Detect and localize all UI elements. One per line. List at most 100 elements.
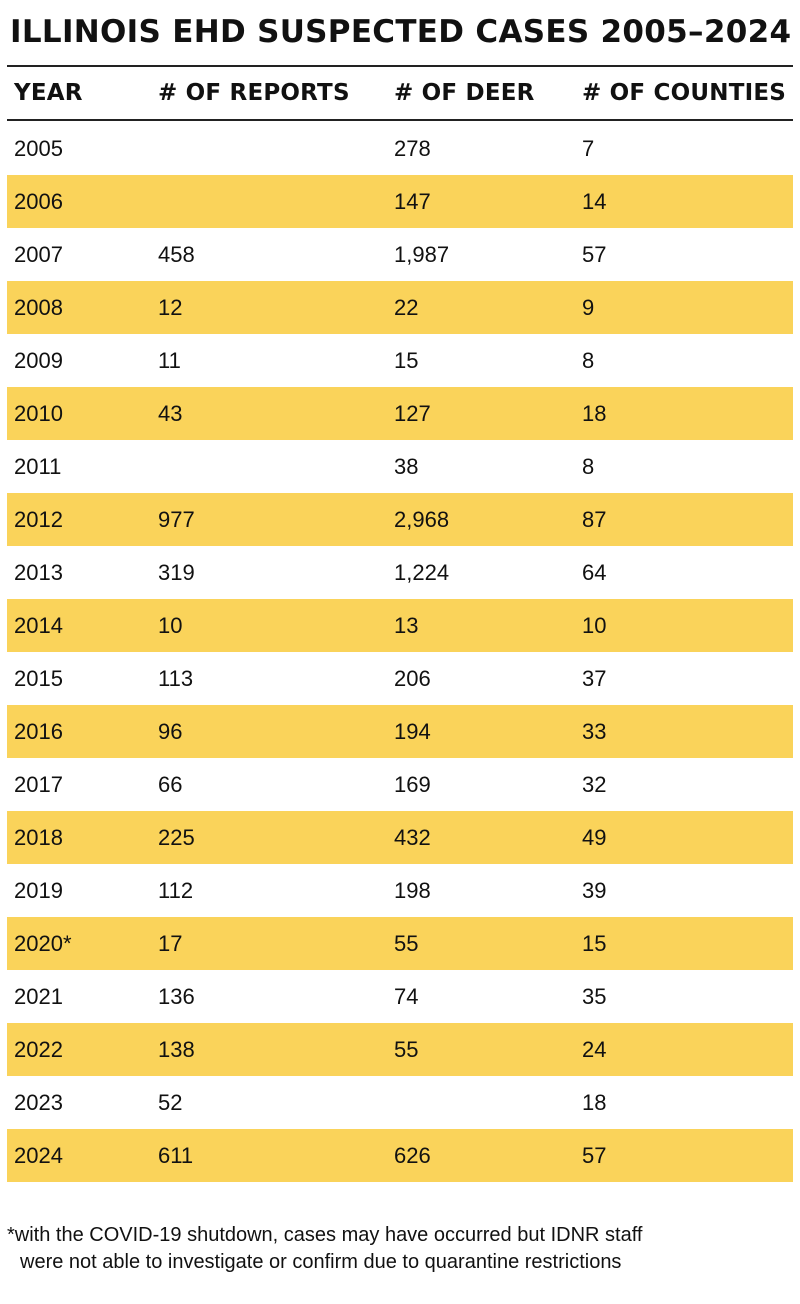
footnote: *with the COVID-19 shutdown, cases may h… [7, 1222, 787, 1276]
table-row: 2024 611 626 57 [7, 1129, 793, 1182]
header-rule [7, 119, 793, 121]
cell-year: 2023 [14, 1090, 63, 1115]
cell-counties: 10 [582, 613, 607, 638]
cell-deer: 147 [394, 189, 431, 214]
table-row: 2014 10 13 10 [7, 599, 793, 652]
top-rule [7, 65, 793, 67]
cell-deer: 1,987 [394, 242, 450, 267]
table-row: 2008 12 22 9 [7, 281, 793, 334]
cell-counties: 8 [582, 454, 595, 479]
cell-counties: 35 [582, 984, 607, 1009]
cell-reports: 12 [158, 295, 183, 320]
cell-year: 2015 [14, 666, 63, 691]
cell-counties: 18 [582, 1090, 607, 1115]
cell-counties: 39 [582, 878, 607, 903]
table-body: 2005 278 7 2006 147 14 2007 458 1,987 57 2008 12 22 9… [7, 122, 793, 1182]
cell-reports: 11 [158, 348, 181, 373]
table-row: 2022 138 55 24 [7, 1023, 793, 1076]
column-header-reports: # OF REPORTS [158, 80, 350, 106]
table-row: 2006 147 14 [7, 175, 793, 228]
cell-year: 2006 [14, 189, 63, 214]
table-row: 2012 977 2,968 87 [7, 493, 793, 546]
cell-year: 2011 [14, 454, 62, 479]
cell-deer: 206 [394, 666, 431, 691]
cell-deer: 55 [394, 931, 419, 956]
page-title: ILLINOIS EHD SUSPECTED CASES 2005–2024 [10, 14, 792, 50]
cell-deer: 13 [394, 613, 419, 638]
cell-counties: 49 [582, 825, 607, 850]
cell-year: 2007 [14, 242, 63, 267]
table-row: 2013 319 1,224 64 [7, 546, 793, 599]
cell-year: 2010 [14, 401, 63, 426]
cell-reports: 113 [158, 666, 194, 691]
cell-year: 2008 [14, 295, 63, 320]
table-row: 2021 136 74 35 [7, 970, 793, 1023]
cell-reports: 225 [158, 825, 195, 850]
cell-reports: 66 [158, 772, 183, 797]
cell-year: 2014 [14, 613, 63, 638]
cell-year: 2022 [14, 1037, 63, 1062]
cell-counties: 24 [582, 1037, 607, 1062]
table-header: YEAR # OF REPORTS # OF DEER # OF COUNTIES [7, 67, 793, 119]
cell-year: 2024 [14, 1143, 63, 1168]
cell-counties: 64 [582, 560, 607, 585]
column-header-year: YEAR [14, 80, 83, 106]
table-row: 2019 112 198 39 [7, 864, 793, 917]
cell-year: 2005 [14, 136, 63, 161]
cell-counties: 14 [582, 189, 607, 214]
cell-deer: 194 [394, 719, 431, 744]
cell-reports: 10 [158, 613, 183, 638]
cell-year: 2017 [14, 772, 63, 797]
cell-deer: 22 [394, 295, 419, 320]
cell-reports: 458 [158, 242, 195, 267]
cell-counties: 37 [582, 666, 607, 691]
footnote-line-2: were not able to investigate or confirm … [20, 1251, 622, 1273]
cell-reports: 17 [158, 931, 183, 956]
cell-reports: 611 [158, 1143, 194, 1168]
cell-counties: 7 [582, 136, 595, 161]
cell-counties: 15 [582, 931, 607, 956]
cell-counties: 33 [582, 719, 607, 744]
table-row: 2017 66 169 32 [7, 758, 793, 811]
cell-deer: 432 [394, 825, 431, 850]
table-row: 2011 38 8 [7, 440, 793, 493]
cell-deer: 74 [394, 984, 419, 1009]
cell-reports: 319 [158, 560, 195, 585]
cell-counties: 57 [582, 242, 607, 267]
column-header-deer: # OF DEER [394, 80, 535, 106]
cell-counties: 57 [582, 1143, 607, 1168]
cell-deer: 2,968 [394, 507, 450, 532]
footnote-line-1: *with the COVID-19 shutdown, cases may h… [7, 1224, 643, 1246]
cell-year: 2019 [14, 878, 63, 903]
cell-year: 2012 [14, 507, 63, 532]
table-row: 2005 278 7 [7, 122, 793, 175]
cell-counties: 8 [582, 348, 595, 373]
cell-deer: 38 [394, 454, 419, 479]
table-row: 2015 113 206 37 [7, 652, 793, 705]
cell-year: 2020* [14, 931, 72, 956]
cell-deer: 127 [394, 401, 431, 426]
table-row: 2023 52 18 [7, 1076, 793, 1129]
table-row: 2009 11 15 8 [7, 334, 793, 387]
cell-year: 2021 [14, 984, 63, 1009]
cell-counties: 9 [582, 295, 595, 320]
cell-counties: 87 [582, 507, 607, 532]
table-row: 2007 458 1,987 57 [7, 228, 793, 281]
table-row: 2016 96 194 33 [7, 705, 793, 758]
cell-year: 2013 [14, 560, 63, 585]
cell-reports: 96 [158, 719, 183, 744]
cell-deer: 55 [394, 1037, 419, 1062]
cell-year: 2009 [14, 348, 63, 373]
table-row: 2010 43 127 18 [7, 387, 793, 440]
cell-reports: 136 [158, 984, 195, 1009]
cell-reports: 977 [158, 507, 195, 532]
cell-reports: 112 [158, 878, 194, 903]
table-row: 2018 225 432 49 [7, 811, 793, 864]
cell-counties: 18 [582, 401, 607, 426]
cell-year: 2016 [14, 719, 63, 744]
cell-deer: 1,224 [394, 560, 450, 585]
cell-year: 2018 [14, 825, 63, 850]
cell-reports: 43 [158, 401, 183, 426]
cell-deer: 198 [394, 878, 431, 903]
